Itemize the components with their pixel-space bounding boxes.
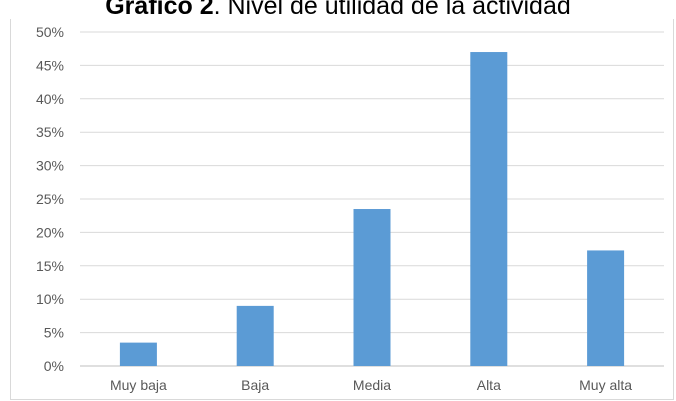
- y-tick-label: 25%: [36, 191, 64, 207]
- y-tick-label: 45%: [36, 57, 64, 73]
- y-tick-label: 5%: [44, 325, 64, 341]
- y-axis-ticks: 0% 5% 10% 15% 20% 25% 30% 35% 40% 45% 50%: [36, 24, 64, 374]
- gridlines: [80, 31, 664, 367]
- bar-baja: [236, 305, 274, 366]
- y-tick-label: 35%: [36, 124, 64, 140]
- x-tick-label: Muy baja: [110, 377, 167, 393]
- x-tick-label: Baja: [241, 377, 269, 393]
- y-tick-label: 20%: [36, 224, 64, 240]
- y-tick-label: 50%: [36, 24, 64, 40]
- y-tick-label: 15%: [36, 258, 64, 274]
- x-tick-label: Media: [353, 377, 391, 393]
- bar-muy-baja: [119, 342, 157, 366]
- chart-title-bold: Gráfico 2: [105, 0, 214, 20]
- chart-title-rest: . Nivel de utilidad de la actividad: [213, 0, 571, 20]
- chart-title: Gráfico 2. Nivel de utilidad de la activ…: [0, 0, 676, 21]
- bar-alta: [470, 52, 508, 366]
- bar-muy-alta: [587, 250, 625, 366]
- chart-frame: [10, 19, 674, 400]
- x-tick-label: Muy alta: [579, 377, 632, 393]
- y-tick-label: 30%: [36, 158, 64, 174]
- bars: [119, 52, 625, 366]
- x-tick-label: Alta: [477, 377, 501, 393]
- y-tick-label: 10%: [36, 291, 64, 307]
- y-tick-label: 40%: [36, 91, 64, 107]
- y-tick-label: 0%: [44, 358, 64, 374]
- bar-media: [353, 209, 391, 366]
- x-axis-ticks: Muy baja Baja Media Alta Muy alta: [110, 377, 632, 393]
